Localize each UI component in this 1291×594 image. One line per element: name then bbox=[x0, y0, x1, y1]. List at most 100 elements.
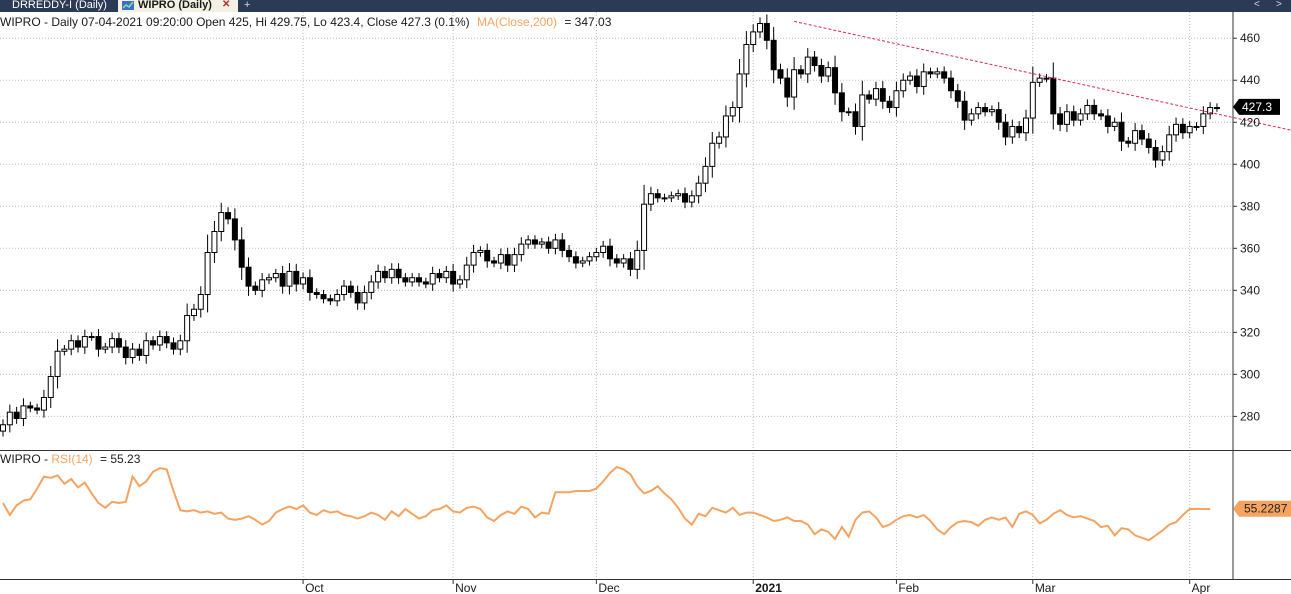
candle-body bbox=[688, 195, 695, 203]
candle bbox=[422, 277, 429, 289]
candle bbox=[804, 48, 811, 83]
candle-body bbox=[872, 88, 879, 100]
rsi-header: WIPRO - RSI(14) = 55.23 bbox=[0, 452, 141, 466]
candle bbox=[497, 248, 504, 270]
candle-body bbox=[95, 336, 102, 350]
candle-body bbox=[893, 90, 900, 109]
candle-body bbox=[797, 69, 804, 75]
candle bbox=[95, 328, 102, 357]
candle-body bbox=[852, 111, 859, 127]
candle-body bbox=[88, 336, 95, 339]
candle bbox=[463, 256, 470, 289]
candle bbox=[859, 80, 866, 141]
ma-label: MA(Close,200) bbox=[477, 15, 557, 29]
rsi-prefix: WIPRO - bbox=[0, 452, 51, 466]
candle bbox=[654, 189, 661, 203]
trendline bbox=[794, 20, 1291, 131]
candle bbox=[1077, 108, 1084, 126]
candle bbox=[265, 273, 272, 285]
candle bbox=[409, 273, 416, 287]
price-tick-label: 380 bbox=[1240, 199, 1260, 213]
candle bbox=[272, 268, 279, 283]
candle bbox=[238, 227, 245, 280]
candle bbox=[1009, 119, 1016, 144]
close-icon[interactable]: ✕ bbox=[222, 0, 231, 10]
candle bbox=[129, 343, 136, 364]
candle bbox=[743, 31, 750, 88]
candle bbox=[484, 243, 491, 268]
add-tab-icon[interactable]: + bbox=[244, 0, 251, 11]
candle bbox=[1179, 118, 1186, 139]
price-tick-label: 420 bbox=[1240, 115, 1260, 129]
candle bbox=[511, 247, 518, 272]
price-tick-label: 320 bbox=[1240, 325, 1260, 339]
candle-body bbox=[804, 56, 811, 75]
candle-body bbox=[1125, 140, 1132, 144]
candle bbox=[75, 335, 82, 353]
candle-body bbox=[1036, 77, 1043, 83]
chart-area[interactable]: 280 300 320 340 360 380 400 420 440 460 Oct Nov Dec 2… bbox=[0, 12, 1291, 594]
candle bbox=[211, 220, 218, 264]
candle bbox=[443, 266, 450, 284]
candle-body bbox=[654, 193, 661, 199]
candle bbox=[1166, 125, 1173, 161]
candle-body bbox=[934, 71, 941, 75]
candle-body bbox=[634, 249, 641, 270]
candle-body bbox=[954, 90, 961, 102]
price-tick-label: 440 bbox=[1240, 73, 1260, 87]
candle bbox=[150, 336, 157, 350]
candle-body bbox=[818, 65, 825, 77]
scroll-left-icon[interactable]: < bbox=[1254, 0, 1260, 10]
candle bbox=[368, 275, 375, 300]
candle-body bbox=[354, 291, 361, 304]
candle bbox=[456, 275, 463, 289]
candle-body bbox=[143, 340, 150, 356]
candle-body bbox=[443, 270, 450, 279]
candle bbox=[1084, 99, 1091, 120]
candle bbox=[109, 332, 116, 354]
candle-body bbox=[347, 285, 354, 293]
candle-body bbox=[1207, 107, 1214, 115]
candle-body bbox=[920, 71, 927, 88]
grid bbox=[0, 12, 1233, 579]
rsi-value: = 55.23 bbox=[100, 452, 141, 466]
candle bbox=[163, 331, 170, 349]
price-tick-label: 280 bbox=[1240, 409, 1260, 423]
candle bbox=[341, 280, 347, 301]
candle-body bbox=[1186, 125, 1193, 134]
candle-body bbox=[245, 266, 252, 287]
candle bbox=[702, 157, 709, 193]
candle bbox=[852, 103, 859, 135]
candle-body bbox=[211, 231, 218, 254]
candle bbox=[231, 208, 238, 251]
candle bbox=[286, 263, 293, 295]
candle bbox=[866, 90, 873, 104]
candle bbox=[375, 264, 382, 289]
tab-drreddy[interactable]: DRREDDY-I (Daily) bbox=[0, 0, 110, 12]
candle bbox=[770, 26, 777, 84]
candle-body bbox=[511, 254, 518, 266]
candle-body bbox=[279, 273, 286, 287]
candle-body bbox=[566, 249, 573, 258]
candle bbox=[811, 51, 818, 72]
candle bbox=[947, 70, 954, 99]
candle bbox=[845, 107, 852, 116]
candle-body bbox=[586, 256, 593, 262]
candle-body bbox=[177, 340, 184, 350]
candle-body bbox=[252, 285, 259, 291]
time-tick-label: Mar bbox=[1035, 581, 1056, 594]
candle bbox=[122, 340, 129, 365]
candle bbox=[218, 202, 225, 242]
candle bbox=[982, 102, 989, 117]
candle-body bbox=[1070, 111, 1077, 121]
candle-body bbox=[947, 77, 954, 92]
candle-body bbox=[341, 285, 347, 296]
candle-body bbox=[1043, 77, 1050, 80]
rsi-panel bbox=[2, 465, 1211, 542]
candle-body bbox=[1111, 121, 1118, 127]
axes: 280 300 320 340 360 380 400 420 440 460 Oct Nov Dec 2… bbox=[0, 12, 1291, 594]
candle bbox=[204, 234, 211, 313]
scroll-right-icon[interactable]: > bbox=[1276, 0, 1282, 10]
tab-wipro[interactable]: WIPRO (Daily) ✕ bbox=[118, 0, 238, 12]
candle bbox=[920, 63, 927, 95]
